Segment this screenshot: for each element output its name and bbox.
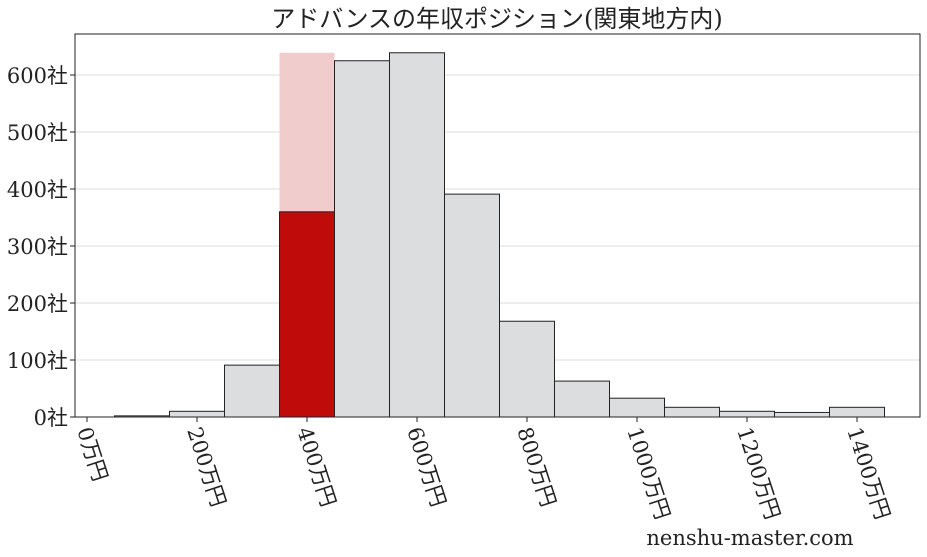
x-tick-label: 800万円 xyxy=(512,424,560,509)
x-tick-label: 200万円 xyxy=(182,424,230,509)
x-tick-label: 1000万円 xyxy=(622,424,674,522)
x-tick-label: 400万円 xyxy=(292,424,340,509)
y-tick-label: 600社 xyxy=(7,64,68,88)
histogram-bar xyxy=(389,52,445,418)
x-tick-label: 1200万円 xyxy=(732,424,784,522)
x-tick-label: 1400万円 xyxy=(842,424,894,522)
highlight-bar xyxy=(279,211,335,418)
histogram-bar xyxy=(224,364,280,418)
y-tick-label: 500社 xyxy=(7,121,68,145)
watermark: nenshu-master.com xyxy=(646,526,853,550)
chart-title: アドバンスの年収ポジション(関東地方内) xyxy=(271,5,722,33)
histogram-bar xyxy=(719,410,775,418)
histogram-bar xyxy=(444,193,500,418)
y-tick-label: 100社 xyxy=(7,349,68,373)
y-tick-label: 0社 xyxy=(34,406,68,430)
histogram-bar xyxy=(829,406,885,418)
histogram-bar xyxy=(774,411,830,418)
y-tick-label: 200社 xyxy=(7,292,68,316)
x-tick-label: 600万円 xyxy=(402,424,450,509)
histogram-bar xyxy=(609,397,665,418)
histogram-bar xyxy=(499,320,555,418)
histogram-bar xyxy=(664,406,720,418)
histogram-bar xyxy=(334,60,390,418)
plot-frame xyxy=(74,33,921,418)
y-tick-label: 400社 xyxy=(7,178,68,202)
y-tick-label: 300社 xyxy=(7,235,68,259)
histogram-bar xyxy=(169,410,225,418)
histogram-bar xyxy=(554,380,610,418)
x-tick-label: 0万円 xyxy=(72,424,112,484)
